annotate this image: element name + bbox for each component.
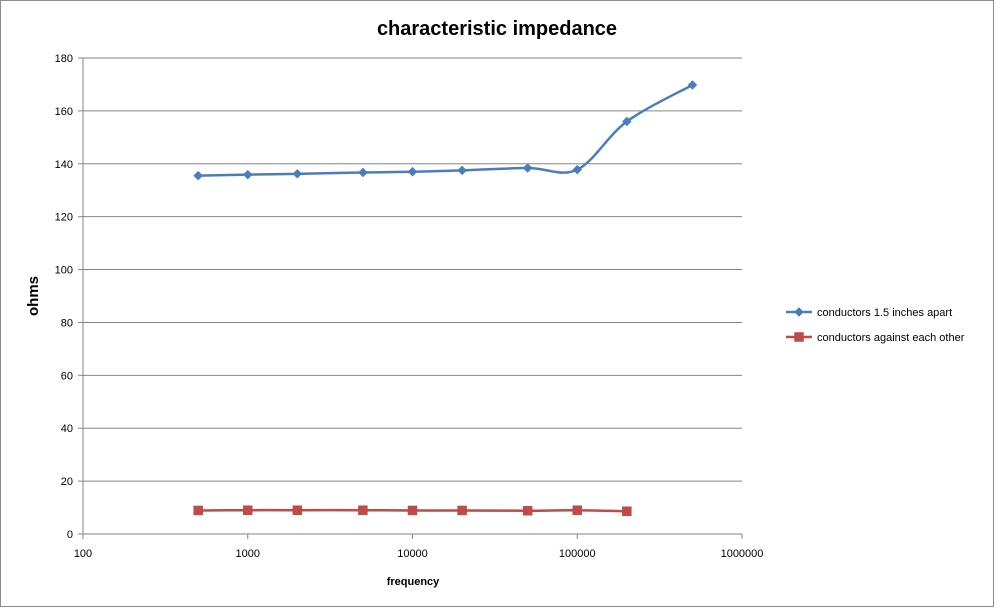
- data-point-series-1: [193, 170, 204, 181]
- series-line-1: [196, 83, 694, 177]
- data-point-series-2: [358, 505, 368, 515]
- y-tick-label: 60: [61, 370, 73, 382]
- data-point-series-2: [243, 505, 253, 515]
- data-point-series-2: [193, 505, 203, 516]
- y-tick-label: 120: [55, 212, 73, 224]
- data-point-series-2: [292, 505, 303, 515]
- x-tick-label: 1000000: [721, 548, 764, 560]
- data-point-series-1: [292, 168, 303, 179]
- series-lines: [196, 83, 694, 513]
- data-point-series-1: [358, 167, 368, 178]
- legend-label-2: conductors against each other: [817, 332, 965, 344]
- x-tick-label: 100000: [559, 548, 596, 560]
- y-tick-label: 80: [61, 317, 73, 329]
- x-tick-label: 1000: [236, 548, 260, 560]
- y-tick-label: 160: [55, 106, 73, 118]
- data-point-series-2: [457, 505, 467, 516]
- y-axis-title: ohms: [25, 276, 42, 316]
- y-tick-labels: 0 20 40 60 80 100 120 140 160 180: [55, 53, 73, 541]
- data-point-series-1: [522, 163, 533, 173]
- y-tick-label: 20: [61, 476, 73, 488]
- data-point-series-1: [572, 164, 583, 175]
- y-tick-label: 0: [67, 529, 73, 541]
- y-tick-label: 180: [55, 53, 73, 65]
- gridlines: [83, 57, 742, 482]
- x-tick-label: 100: [74, 548, 92, 560]
- data-point-series-2: [572, 505, 582, 515]
- data-point-series-2: [407, 505, 418, 516]
- series-markers: [193, 80, 698, 517]
- data-point-series-2: [622, 506, 632, 517]
- legend: conductors 1.5 inches apart conductors ag…: [786, 307, 965, 344]
- legend-marker-2: [794, 332, 804, 342]
- axes: [78, 57, 743, 539]
- x-tick-labels: 100 1000 10000 100000 1000000: [74, 548, 764, 560]
- y-tick-label: 140: [55, 159, 73, 171]
- x-tick-label: 10000: [397, 548, 428, 560]
- y-tick-label: 40: [61, 423, 73, 435]
- legend-marker-1: [794, 307, 804, 317]
- chart-title: characteristic impedance: [377, 18, 617, 40]
- data-point-series-1: [687, 80, 698, 90]
- x-axis-title: frequency: [387, 576, 440, 588]
- data-point-series-1: [457, 165, 467, 176]
- data-point-series-1: [621, 116, 632, 127]
- legend-label-1: conductors 1.5 inches apart: [817, 307, 952, 319]
- data-point-series-1: [407, 166, 418, 177]
- data-point-series-2: [522, 505, 533, 516]
- data-point-series-1: [242, 169, 253, 180]
- y-tick-label: 100: [55, 265, 73, 277]
